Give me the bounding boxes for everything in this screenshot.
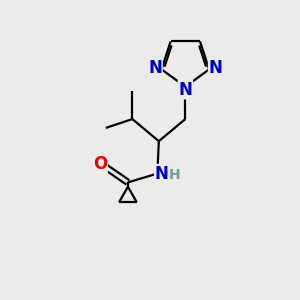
Text: O: O — [93, 155, 107, 173]
Text: N: N — [155, 165, 169, 183]
Text: H: H — [169, 168, 181, 182]
Text: N: N — [148, 59, 162, 77]
Text: N: N — [209, 59, 223, 77]
Text: N: N — [178, 81, 192, 99]
